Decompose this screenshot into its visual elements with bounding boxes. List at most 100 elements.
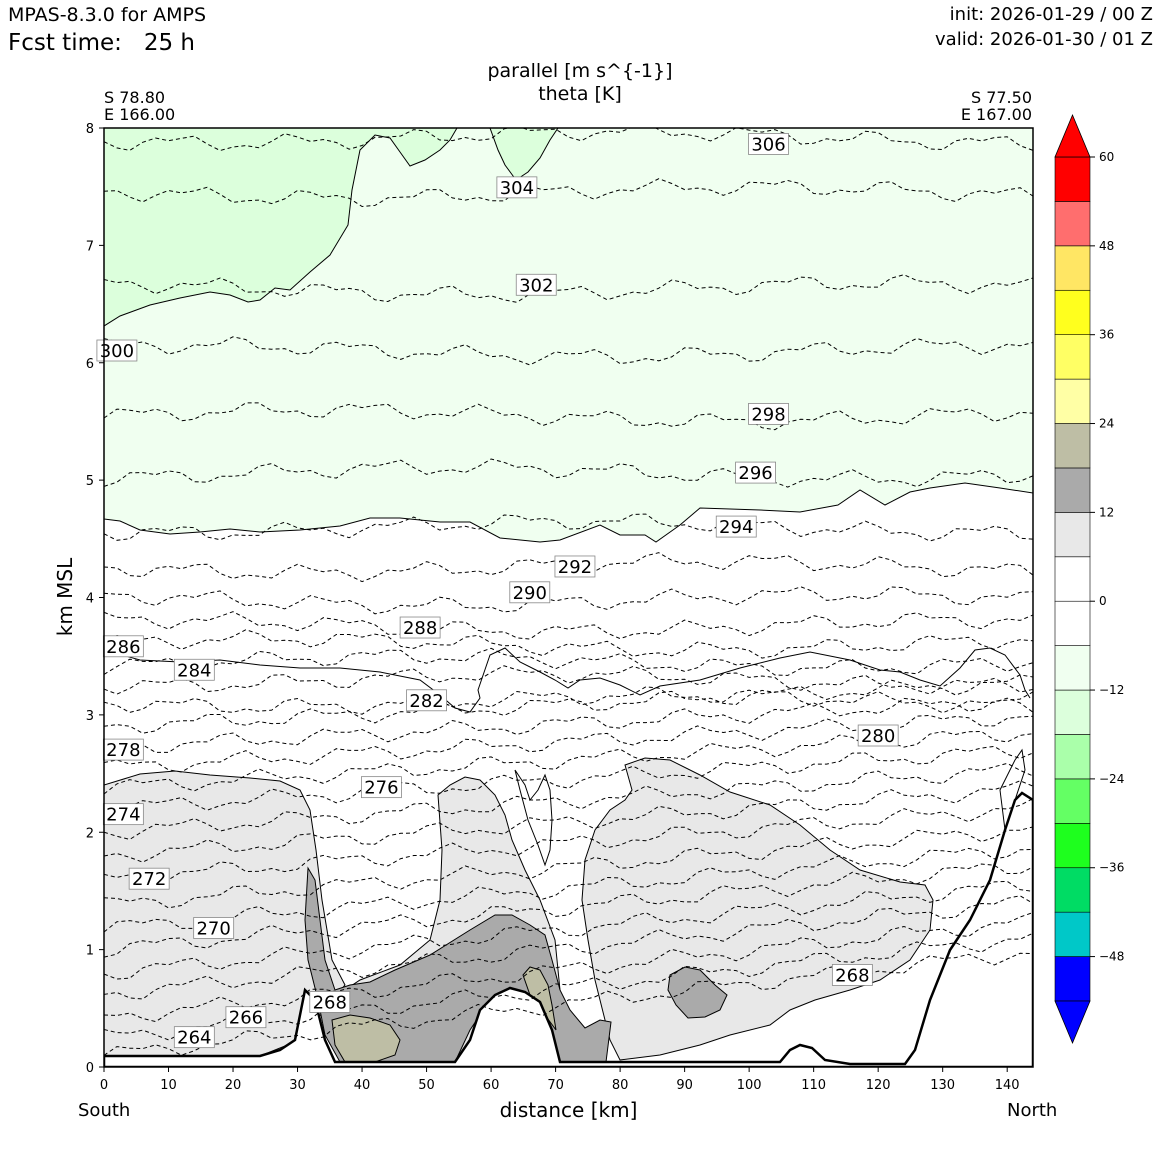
isentrope-label: 296 bbox=[735, 461, 776, 484]
isentrope bbox=[104, 611, 1033, 640]
x-tick-label: 60 bbox=[483, 1078, 500, 1093]
isentrope-label: 284 bbox=[173, 658, 215, 681]
y-tick-label: 6 bbox=[86, 357, 94, 372]
x-tick-label: 0 bbox=[100, 1078, 108, 1093]
isentrope-label-text: 280 bbox=[861, 726, 895, 747]
y-tick-label: 8 bbox=[86, 122, 94, 137]
zero-contour-1 bbox=[104, 647, 1031, 713]
isentrope bbox=[104, 552, 1033, 583]
x-tick-label: 120 bbox=[866, 1078, 891, 1093]
isentrope bbox=[104, 762, 1033, 840]
colorbar-segment bbox=[1054, 512, 1091, 558]
isentrope-label-text: 270 bbox=[196, 918, 230, 939]
isentrope-label-text: 264 bbox=[177, 1028, 211, 1049]
isentrope-label-text: 300 bbox=[100, 341, 134, 362]
isentrope-label-text: 304 bbox=[500, 178, 534, 199]
isentrope-label: 274 bbox=[102, 803, 144, 826]
x-tick-label: 110 bbox=[801, 1078, 826, 1093]
isentrope-label-text: 274 bbox=[106, 805, 140, 826]
init-time: init: 2026-01-29 / 00 Z bbox=[949, 4, 1153, 25]
isentrope-label-box bbox=[715, 515, 757, 538]
y-tick-label: 4 bbox=[86, 592, 94, 607]
colorbar-segment bbox=[1054, 467, 1091, 513]
colorbar-extend-high bbox=[1054, 113, 1091, 158]
chart-title-parallel: parallel [m s^{-1}] bbox=[487, 60, 673, 82]
isentrope-label: 268 bbox=[309, 991, 351, 1013]
isentrope-labels: 264 266 268 268 270 272 274 276 278 280 282 284 286 2… bbox=[96, 133, 899, 1049]
colorbar-segment bbox=[1054, 334, 1091, 380]
isentrope bbox=[104, 665, 1033, 695]
y-axis-ticks: 0 1 2 3 4 5 6 7 8 bbox=[86, 122, 104, 1076]
colorbar-segment bbox=[1054, 911, 1091, 957]
isentrope bbox=[104, 932, 1033, 1041]
colorbar-segment bbox=[1054, 645, 1091, 691]
isentrope-label-text: 290 bbox=[513, 583, 547, 604]
colorbar-segment bbox=[1054, 734, 1091, 780]
isentrope bbox=[104, 647, 1033, 676]
isentrope-label-box bbox=[361, 776, 402, 799]
colorbar-tick-label: 36 bbox=[1099, 328, 1114, 342]
colorbar-extend-low bbox=[1054, 1000, 1091, 1045]
fill-6-region-left bbox=[104, 770, 346, 1057]
isentrope-label: 294 bbox=[715, 515, 757, 538]
isentrope bbox=[104, 880, 1033, 980]
isentrope bbox=[104, 686, 1033, 715]
colorbar-segment bbox=[1054, 600, 1091, 646]
isentrope bbox=[104, 863, 1033, 958]
colorbar-tick-label: 12 bbox=[1099, 505, 1114, 519]
zero-contour-3 bbox=[999, 748, 1026, 831]
isentrope-label-box bbox=[406, 689, 447, 712]
zero-contour-2 bbox=[514, 769, 553, 867]
isentrope-label-text: 268 bbox=[313, 992, 347, 1013]
isentrope-label-text: 298 bbox=[751, 404, 785, 425]
colorbar-segment bbox=[1054, 556, 1091, 602]
fill-18-region-1 bbox=[331, 1014, 401, 1063]
colorbar-segment bbox=[1054, 689, 1091, 735]
colorbar-tick-label: −12 bbox=[1099, 683, 1124, 697]
isentrope-label: 266 bbox=[225, 1006, 267, 1029]
left-endpoint-lon: E 166.00 bbox=[104, 105, 176, 124]
fill-6-region-right bbox=[581, 757, 934, 1061]
x-axis-ticks: 0 10 20 30 40 50 60 70 80 90 100 110 120 130 140 bbox=[100, 1067, 1020, 1093]
colorbar-segment bbox=[1054, 245, 1091, 291]
x-tick-label: 10 bbox=[160, 1078, 177, 1093]
y-tick-label: 2 bbox=[86, 826, 94, 841]
isentrope-label: 290 bbox=[509, 581, 551, 604]
isentrope-label-text: 272 bbox=[132, 869, 166, 890]
x-tick-label: 90 bbox=[676, 1078, 693, 1093]
x-tick-label: 40 bbox=[354, 1078, 371, 1093]
right-endpoint-lat: S 77.50 bbox=[970, 88, 1032, 107]
isentrope-label: 302 bbox=[515, 273, 557, 296]
isentrope-label: 304 bbox=[496, 176, 538, 199]
colorbar-tick-label: 0 bbox=[1099, 594, 1107, 608]
fill-minus12-region-2 bbox=[489, 128, 559, 181]
isentrope-label-box bbox=[225, 1006, 267, 1029]
colorbar-segment bbox=[1054, 778, 1091, 824]
isentrope-label-text: 302 bbox=[519, 275, 553, 296]
x-tick-label: 80 bbox=[612, 1078, 629, 1093]
colorbar-tick-label: 48 bbox=[1099, 239, 1114, 253]
isentrope bbox=[104, 847, 1033, 933]
isentrope bbox=[104, 128, 1033, 152]
isentrope-label-text: 306 bbox=[751, 134, 785, 155]
isentrope-label-box bbox=[173, 658, 215, 681]
x-tick-label: 30 bbox=[289, 1078, 306, 1093]
isentrope-label-text: 286 bbox=[106, 637, 140, 658]
isentrope-label-box bbox=[193, 917, 235, 939]
isentrope bbox=[104, 513, 1033, 542]
isentrope bbox=[104, 826, 1033, 909]
x-tick-label: 140 bbox=[995, 1078, 1020, 1093]
isentrope-label: 300 bbox=[96, 339, 138, 362]
isentrope-label: 280 bbox=[857, 724, 899, 747]
colorbar-segment bbox=[1054, 867, 1091, 913]
y-tick-label: 7 bbox=[86, 239, 94, 254]
colorbar-segment bbox=[1054, 378, 1091, 424]
left-endpoint-lat: S 78.80 bbox=[104, 88, 166, 107]
isentrope-label: 272 bbox=[128, 867, 170, 890]
isentrope-label-box bbox=[735, 461, 776, 484]
isentrope bbox=[104, 714, 1033, 773]
isentrope-label: 278 bbox=[102, 738, 144, 761]
isentrope-label-text: 268 bbox=[835, 965, 869, 986]
isentrope-label: 270 bbox=[193, 917, 235, 939]
isentrope bbox=[104, 798, 1033, 885]
